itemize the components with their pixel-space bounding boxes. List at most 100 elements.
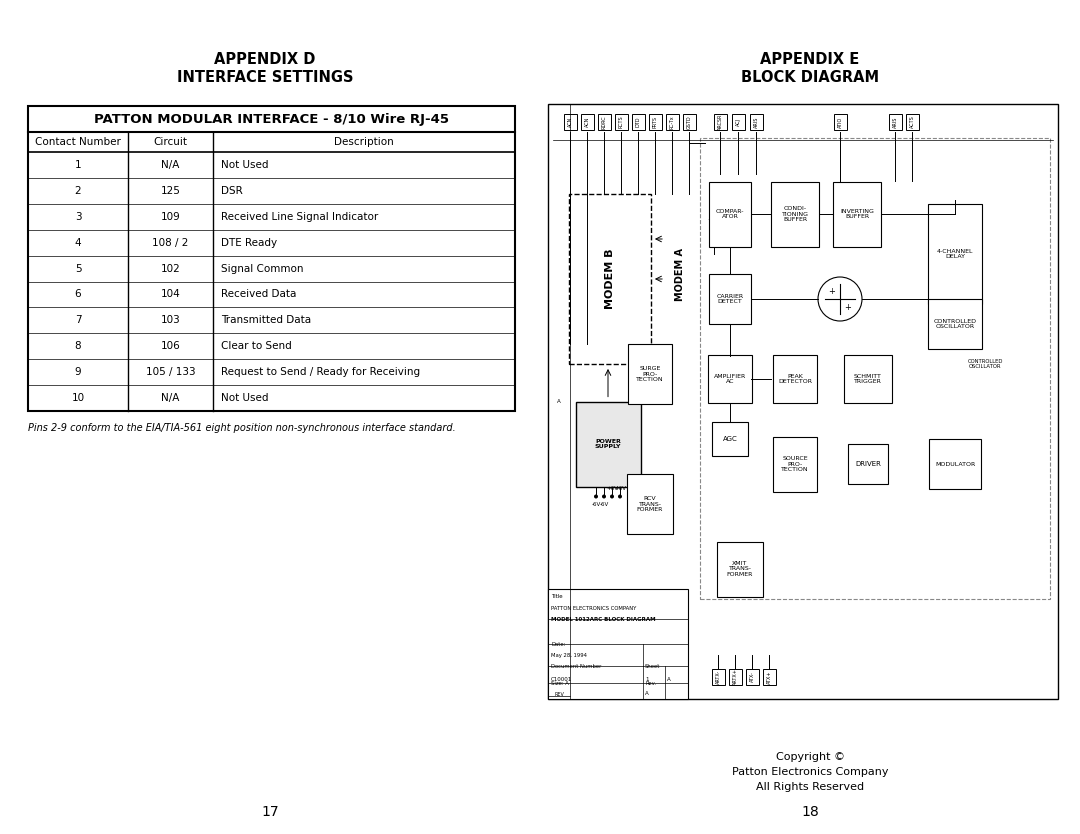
Text: DTD: DTD [635,117,640,128]
Bar [834,114,847,130]
Bar [712,422,748,456]
Circle shape [602,495,606,499]
Text: PEAK
DETECTOR: PEAK DETECTOR [778,374,812,384]
Text: N/A: N/A [161,160,179,170]
Bar [576,401,640,486]
Text: RCTS: RCTS [619,116,623,128]
Bar [28,106,515,411]
Text: +6V: +6V [615,486,626,491]
Text: C10001: C10001 [551,677,572,682]
Bar [848,444,888,484]
Bar [762,669,775,685]
Text: Signal Common: Signal Common [221,264,303,274]
Text: CONTROLLED
OSCILLATOR: CONTROLLED OSCILLATOR [968,359,1002,369]
Text: APPENDIX E: APPENDIX E [760,52,860,67]
Bar [627,474,673,534]
Text: 2: 2 [75,186,81,196]
Bar [745,669,758,685]
Text: 18: 18 [801,805,819,819]
Text: Not Used: Not Used [221,393,269,403]
Text: Copyright ©
Patton Electronics Company
All Rights Reserved: Copyright © Patton Electronics Company A… [732,752,888,791]
Text: 102: 102 [161,264,180,274]
Text: 103: 103 [161,315,180,325]
Bar [928,299,982,349]
Text: SCHMITT
TRIGGER: SCHMITT TRIGGER [854,374,882,384]
Text: BLOCK DIAGRAM: BLOCK DIAGRAM [741,69,879,84]
Text: 8: 8 [75,341,81,351]
Text: GSTD: GSTD [687,115,691,128]
Text: 4-CHANNEL
DELAY: 4-CHANNEL DELAY [936,249,973,259]
Bar [717,541,762,596]
Text: Received Line Signal Indicator: Received Line Signal Indicator [221,212,378,222]
Bar [615,114,627,130]
Text: Date:: Date: [551,642,565,647]
Bar [773,355,816,403]
Bar [627,344,672,404]
Text: ATX+: ATX+ [767,671,771,684]
Text: A: A [645,691,649,696]
Text: +6V: +6V [606,486,618,491]
Text: ATX-: ATX- [750,671,755,682]
Text: May 28, 1994: May 28, 1994 [551,653,588,658]
Text: APPENDIX D: APPENDIX D [214,52,315,67]
Text: PATTON MODULAR INTERFACE - 8/10 Wire RJ-45: PATTON MODULAR INTERFACE - 8/10 Wire RJ-… [94,113,449,125]
Text: -6V: -6V [599,502,609,507]
Text: 3: 3 [75,212,81,222]
Text: ARCSR: ARCSR [717,113,723,130]
Bar [648,114,661,130]
Text: Received Data: Received Data [221,289,296,299]
Text: 7: 7 [75,315,81,325]
Text: 1: 1 [75,160,81,170]
Circle shape [618,495,622,499]
Bar [905,114,918,130]
Bar [569,194,651,364]
Text: 9: 9 [75,367,81,377]
Bar [683,114,696,130]
Text: PATTON ELECTRONICS COMPANY: PATTON ELECTRONICS COMPANY [551,606,636,611]
Text: 4: 4 [75,238,81,248]
Text: 6: 6 [75,289,81,299]
Bar [712,669,725,685]
Bar [771,182,819,247]
Text: +: + [828,287,836,295]
Text: MODEM A: MODEM A [675,248,685,300]
Text: Contact Number: Contact Number [35,137,121,147]
Text: ARIS: ARIS [754,116,758,128]
Text: 5: 5 [75,264,81,274]
Text: SOURCE
PRO-
TECTION: SOURCE PRO- TECTION [781,455,809,472]
Text: Sheet: Sheet [645,664,660,669]
Text: Circuit: Circuit [153,137,188,147]
Bar [564,114,577,130]
Text: CARRIER
DETECT: CARRIER DETECT [716,294,743,304]
Text: N/A: N/A [161,393,179,403]
Text: Clear to Send: Clear to Send [221,341,292,351]
Bar [843,355,892,403]
Text: ARTX+: ARTX+ [732,669,738,686]
Bar [548,589,688,699]
Text: MODULATOR: MODULATOR [935,461,975,466]
Text: A: A [667,677,671,682]
Bar [548,104,1058,699]
Text: CONTROLLED
OSCILLATOR: CONTROLLED OSCILLATOR [933,319,976,329]
Bar [708,182,751,247]
Text: ACN: ACN [567,117,572,128]
Bar [632,114,645,130]
Text: DRIVER: DRIVER [855,461,881,467]
Bar [714,114,727,130]
Text: Document Number: Document Number [551,664,602,669]
Bar [928,204,982,304]
Bar [597,114,610,130]
Text: MODEM B: MODEM B [605,249,615,309]
Text: Rev.: Rev. [645,681,656,686]
Text: 10: 10 [71,393,84,403]
Bar [929,439,981,489]
Bar [731,114,744,130]
Text: Size: A: Size: A [551,681,569,686]
Text: XMIT
TRANS-
FORMER: XMIT TRANS- FORMER [727,560,753,577]
Text: DSR: DSR [221,186,243,196]
Text: MODEL 1012ARC BLOCK DIAGRAM: MODEL 1012ARC BLOCK DIAGRAM [551,617,656,622]
Text: Request to Send / Ready for Receiving: Request to Send / Ready for Receiving [221,367,420,377]
Text: Pins 2-9 conform to the EIA/TIA-561 eight position non-synchronous interface sta: Pins 2-9 conform to the EIA/TIA-561 eigh… [28,423,456,433]
Bar [773,436,816,491]
Bar [729,669,742,685]
